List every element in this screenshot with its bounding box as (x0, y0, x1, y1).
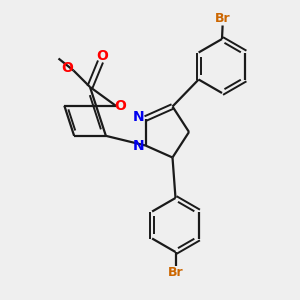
Text: O: O (96, 49, 108, 62)
Text: O: O (61, 61, 73, 75)
Text: N: N (133, 110, 145, 124)
Text: N: N (133, 139, 145, 152)
Text: Br: Br (215, 12, 230, 25)
Text: Br: Br (168, 266, 183, 279)
Text: O: O (114, 99, 126, 113)
